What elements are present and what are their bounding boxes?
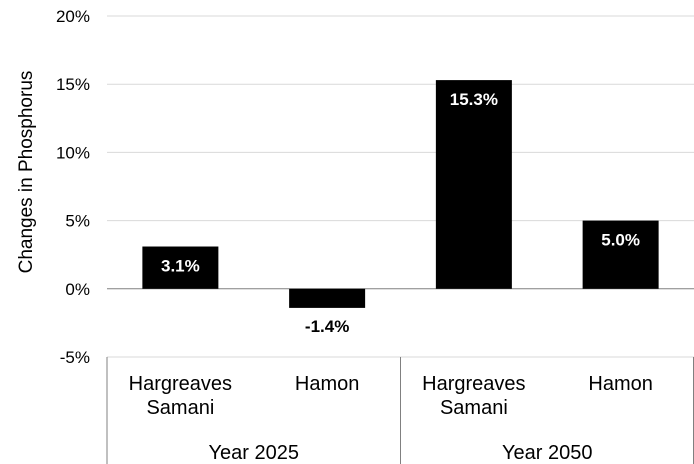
bar [289,288,366,308]
bar [435,80,512,289]
data-label: 3.1% [161,257,200,276]
y-tick-label: 0% [65,280,90,299]
category-label: Hamon [295,373,359,395]
category-label: Hargreaves Samani [129,373,232,419]
bars [142,80,659,308]
bar [582,220,659,289]
data-label: 5.0% [601,231,640,250]
category-label: Hamon [588,373,652,395]
bar [142,246,219,289]
data-label: 15.3% [450,90,498,109]
data-labels: 3.1% -1.4% 15.3% 5.0% [161,90,640,336]
y-tick-label: -5% [60,348,90,367]
group-label: Year 2050 [502,442,592,464]
y-tick-label: 15% [56,75,90,94]
y-tick-labels: -5% 0% 5% 10% 15% 20% [56,7,90,367]
data-label: -1.4% [305,317,349,336]
y-tick-label: 20% [56,7,90,26]
gridlines [107,15,694,358]
group-label: Year 2025 [209,442,299,464]
category-label: Hargreaves Samani [422,373,525,419]
y-tick-label: 10% [56,143,90,162]
y-tick-label: 5% [65,212,90,231]
y-axis-label: Changes in Phosphorus [16,71,37,274]
x-axis: Hargreaves Samani Hamon Hargreaves Samani Ham… [106,357,694,464]
